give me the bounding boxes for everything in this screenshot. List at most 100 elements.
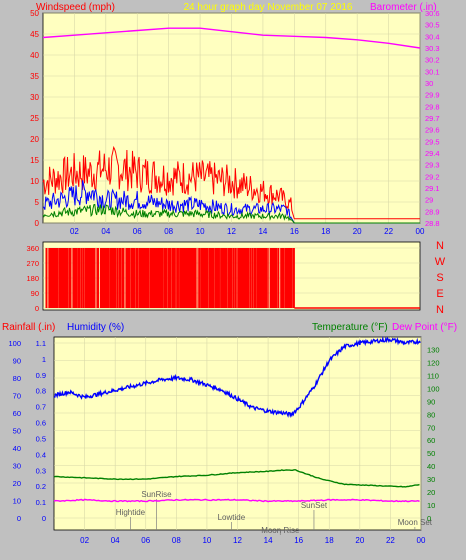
temperature-tick-label: 100 [427,384,440,393]
direction-tick-label: 0 [35,304,39,313]
humidity-tick-label: 100 [8,339,21,348]
temperature-tick-label: 110 [427,371,439,380]
humidity-tick-label: 20 [13,479,21,488]
rainfall-tick-label: 0.3 [36,466,46,475]
humidity-tick-label: 60 [13,409,21,418]
rainfall-tick-label: 0.6 [36,419,46,428]
barometer-line [42,27,421,49]
direction-tick-label: 270 [26,259,39,268]
rainfall-tick-label: 0.4 [36,450,46,459]
temperature-tick-label: 80 [427,410,435,419]
x-tick-label: 02 [70,227,79,236]
x-tick-label: 12 [227,227,236,236]
direction-tick-label: 90 [31,289,39,298]
direction-tick-label: 180 [26,274,39,283]
temperature-tick-label: 120 [427,358,440,367]
x-tick-label: 10 [196,227,205,236]
barometer-tick-label: 28.8 [425,219,440,228]
humidity-tick-label: 50 [13,427,21,436]
dewpoint-line [53,498,420,503]
windspeed-axis-label: Windspeed (mph) [36,2,115,13]
compass-label: E [436,288,443,300]
barometer-tick-label: 30.1 [425,67,440,76]
direction-ticks: 0 90 180 270 360 [26,244,39,313]
x-tick-label: 16 [290,227,299,236]
x-tick-label: 14 [258,227,267,236]
windspeed-tick-label: 35 [30,72,39,81]
temperature-tick-label: 30 [427,475,435,484]
humidity-grid [54,337,422,530]
humidity-tick-label: 0 [17,514,21,523]
temperature-tick-label: 10 [427,501,435,510]
humidity-tick-label: 70 [13,392,21,401]
x-tick-label: 22 [386,536,395,545]
x-tick-label: 20 [353,227,362,236]
x-tick-label: 00 [417,536,426,545]
barometer-tick-label: 29.5 [425,137,440,146]
direction-series [45,248,420,309]
annotation-label: SunSet [301,501,328,510]
humidity-tick-label: 30 [13,462,21,471]
windspeed-tick-label: 0 [35,219,40,228]
x-tick-label: 02 [80,536,89,545]
windspeed-tick-label: 40 [30,51,39,60]
temperature-tick-label: 20 [427,488,435,497]
barometer-tick-label: 29.4 [425,149,440,158]
windspeed-tick-label: 20 [30,135,39,144]
astro-annotations: SunRise Hightide Lowtide Moon Rise SunSet Moo… [116,490,433,535]
x-tick-label: 18 [325,536,334,545]
rainfall-axis-label: Rainfall (.in) [2,322,55,333]
temperature-tick-label: 50 [427,449,435,458]
compass-label: N [436,240,444,252]
temperature-axis-label: Temperature (°F) [312,322,388,333]
annotation-label: Lowtide [218,513,246,522]
temperature-ticks: 0 10 20 30 40 50 60 70 80 90 100 110 120 130 [427,345,440,523]
annotation-label: Moon Rise [261,526,300,535]
temperature-tick-label: 70 [427,423,435,432]
x-tick-label: 18 [321,227,330,236]
barometer-tick-label: 30 [425,79,433,88]
barometer-tick-label: 29.1 [425,184,440,193]
windspeed-tick-label: 45 [30,30,39,39]
graph-title: 24 hour graph day November 07 2016 [183,2,352,13]
humidity-line [53,336,421,418]
x-tick-label: 16 [294,536,303,545]
barometer-tick-label: 29.9 [425,91,440,100]
humidity-tick-label: 10 [13,497,21,506]
rainfall-tick-label: 0 [42,514,46,523]
dewpoint-axis-label: Dew Point (°F) [392,322,457,333]
compass-label: W [435,256,446,268]
barometer-tick-label: 30.5 [425,21,440,30]
rainfall-tick-label: 0.8 [36,387,46,396]
temperature-tick-label: 0 [427,514,431,523]
barometer-tick-label: 29 [425,196,433,205]
windspeed-tick-label: 30 [30,93,39,102]
wind-x-ticks: 02 04 06 08 10 12 14 16 18 20 22 00 [70,227,425,236]
humidity-tick-label: 90 [13,357,21,366]
humidity-tick-label: 80 [13,374,21,383]
x-tick-label: 22 [384,227,393,236]
windspeed-tick-label: 50 [30,9,39,18]
barometer-tick-label: 30.2 [425,56,440,65]
barometer-tick-label: 29.8 [425,102,440,111]
x-tick-label: 04 [101,227,110,236]
rainfall-tick-label: 1.1 [36,339,46,348]
wind-series [42,27,421,224]
rainfall-tick-label: 1 [42,355,46,364]
temperature-tick-label: 40 [427,462,435,471]
wind-series-1 [42,145,420,220]
x-tick-label: 06 [141,536,150,545]
annotation-label: Hightide [116,508,146,517]
temperature-line [53,469,420,488]
temperature-tick-label: 130 [427,345,440,354]
x-tick-label: 04 [111,536,120,545]
humidity-ticks: 0 10 20 30 40 50 60 70 80 90 100 [8,339,21,523]
x-tick-label: 14 [264,536,273,545]
barometer-tick-label: 29.2 [425,172,440,181]
x-tick-label: 10 [202,536,211,545]
windspeed-tick-label: 25 [30,114,39,123]
wind-series-2 [42,180,420,224]
